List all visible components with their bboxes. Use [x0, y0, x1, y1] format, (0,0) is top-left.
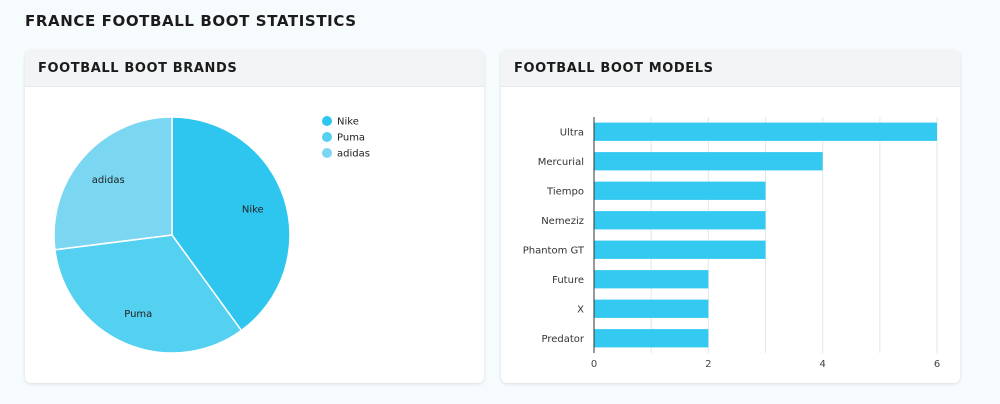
bar-nemeziz[interactable] [594, 211, 766, 230]
bar-phantom-gt[interactable] [594, 240, 766, 259]
x-tick-label-6: 6 [934, 359, 940, 370]
legend-label-puma: Puma [337, 133, 365, 144]
models-card: FOOTBALL BOOT MODELS Ultra Mercurial Tiemp… [501, 50, 960, 383]
y-tick-label-predator: Predator [541, 334, 584, 345]
brands-card-title: FOOTBALL BOOT BRANDS [25, 50, 484, 87]
legend-swatch-puma [322, 132, 332, 142]
x-tick-label-4: 4 [819, 359, 825, 370]
y-tick-label-nemeziz: Nemeziz [541, 216, 584, 227]
pie-slice-puma[interactable] [54, 234, 243, 354]
legend-label-nike: Nike [337, 117, 359, 128]
legend-swatch-nike [322, 116, 332, 126]
y-tick-label-mercurial: Mercurial [538, 157, 584, 168]
y-tick-label-tiempo: Tiempo [546, 186, 584, 197]
page-title: FRANCE FOOTBALL BOOT STATISTICS [25, 12, 357, 30]
brands-pie-chart: Nike Puma adidas Nike Puma adidas [53, 116, 370, 354]
pie-label-nike: Nike [242, 205, 264, 216]
legend-item-puma[interactable]: Puma [322, 132, 365, 144]
bar-mercurial[interactable] [594, 152, 823, 171]
x-tick-label-0: 0 [591, 359, 597, 370]
pie-slice-nike[interactable] [171, 116, 291, 332]
x-tick-label-2: 2 [705, 359, 711, 370]
legend-item-adidas[interactable]: adidas [322, 148, 370, 160]
bar-x[interactable] [594, 299, 709, 318]
brands-card: FOOTBALL BOOT BRANDS Nike Puma adidas Nike P… [25, 50, 484, 383]
pie-slice-adidas[interactable] [53, 116, 173, 251]
y-tick-label-ultra: Ultra [560, 127, 584, 138]
bar-future[interactable] [594, 270, 709, 289]
models-card-title: FOOTBALL BOOT MODELS [501, 50, 960, 87]
y-tick-label-x: X [577, 304, 584, 315]
legend-label-adidas: adidas [337, 149, 370, 160]
bar-predator[interactable] [594, 329, 709, 348]
y-tick-label-future: Future [552, 275, 584, 286]
legend-swatch-adidas [322, 148, 332, 158]
pie-label-puma: Puma [124, 309, 152, 320]
y-tick-label-phantom-gt: Phantom GT [523, 245, 585, 256]
bar-tiempo[interactable] [594, 181, 766, 200]
legend-item-nike[interactable]: Nike [322, 116, 359, 128]
pie-label-adidas: adidas [92, 175, 125, 186]
models-bar-chart: Ultra Mercurial Tiempo Nemeziz Phantom GT Fut… [523, 117, 940, 370]
bar-ultra[interactable] [594, 122, 937, 141]
